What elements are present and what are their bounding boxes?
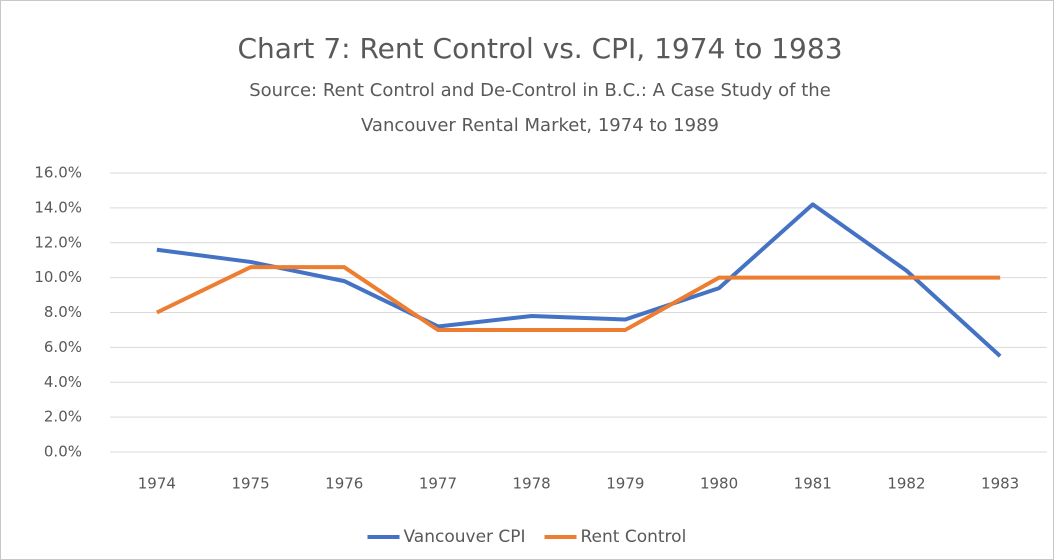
series-line <box>155 265 1001 332</box>
x-tick-label: 1974 <box>138 475 176 493</box>
chart-subtitle: Source: Rent Control and De-Control in B… <box>249 80 831 101</box>
y-tick-label: 8.0% <box>44 303 82 321</box>
y-tick-label: 10.0% <box>34 268 82 286</box>
y-tick-label: 14.0% <box>34 198 82 216</box>
chart-title: Chart 7: Rent Control vs. CPI, 1974 to 1… <box>237 32 842 65</box>
y-tick-label: 12.0% <box>34 233 82 251</box>
y-tick-label: 0.0% <box>44 443 82 461</box>
legend-label: Rent Control <box>581 527 687 547</box>
x-tick-label: 1979 <box>606 475 644 493</box>
x-tick-label: 1977 <box>419 475 457 493</box>
y-tick-label: 6.0% <box>44 338 82 356</box>
x-tick-label: 1982 <box>887 475 925 493</box>
x-tick-label: 1983 <box>981 475 1019 493</box>
y-tick-label: 2.0% <box>44 408 82 426</box>
x-tick-label: 1975 <box>231 475 269 493</box>
y-tick-label: 4.0% <box>44 373 82 391</box>
x-tick-label: 1978 <box>513 475 551 493</box>
x-tick-label: 1981 <box>794 475 832 493</box>
x-tick-label: 1980 <box>700 475 738 493</box>
y-tick-label: 16.0% <box>34 164 82 182</box>
legend-label: Vancouver CPI <box>404 527 526 547</box>
series-line <box>156 202 1002 358</box>
chart-subtitle: Vancouver Rental Market, 1974 to 1989 <box>361 115 719 136</box>
x-tick-label: 1976 <box>325 475 363 493</box>
